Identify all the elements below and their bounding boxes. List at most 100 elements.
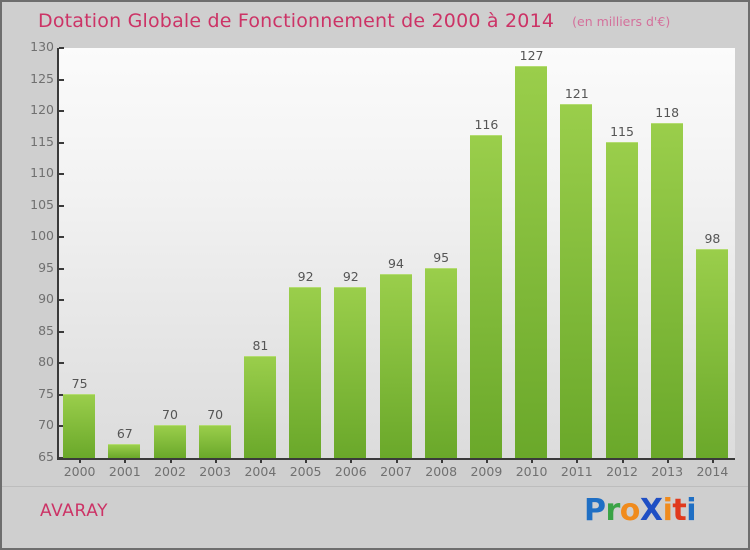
y-axis-tick-mark xyxy=(59,173,64,176)
y-axis-tick-mark xyxy=(59,267,64,270)
brand-letter: r xyxy=(605,493,621,528)
bar-group[interactable]: 127 xyxy=(510,48,553,458)
y-axis-tick-mark xyxy=(59,299,64,302)
bar-value-label: 81 xyxy=(252,338,269,354)
y-axis-tick-label: 80 xyxy=(38,354,54,370)
bar-value-label: 98 xyxy=(704,230,721,246)
proxiti-logo[interactable]: ProXiti xyxy=(584,493,696,528)
x-axis-tick-label: 2009 xyxy=(470,464,503,479)
bar-group[interactable]: 98 xyxy=(691,48,734,458)
bar[interactable] xyxy=(695,248,728,458)
x-axis-tick-label: 2000 xyxy=(63,464,96,479)
x-axis-tick-mark xyxy=(666,458,669,463)
bar-group[interactable]: 92 xyxy=(284,48,327,458)
x-axis-tick-label: 2010 xyxy=(515,464,548,479)
bar-group[interactable]: 92 xyxy=(329,48,372,458)
y-axis-tick-label: 70 xyxy=(38,417,54,433)
y-axis-tick-label: 120 xyxy=(30,102,54,118)
y-axis-tick-mark xyxy=(59,362,64,365)
x-axis-tick-label: 2013 xyxy=(651,464,684,479)
bar-group[interactable]: 67 xyxy=(103,48,146,458)
y-axis-tick-mark xyxy=(59,204,64,207)
x-axis-tick-mark xyxy=(711,458,714,463)
bar[interactable] xyxy=(605,141,638,458)
bar-value-label: 115 xyxy=(610,123,634,139)
bar[interactable] xyxy=(153,425,186,458)
x-axis-tick-label: 2008 xyxy=(425,464,458,479)
chart-subtitle: (en milliers d'€) xyxy=(572,13,671,29)
bar[interactable] xyxy=(289,286,322,458)
bar-group[interactable]: 94 xyxy=(375,48,418,458)
y-axis-tick-mark xyxy=(59,236,64,239)
bar-group[interactable]: 115 xyxy=(601,48,644,458)
x-axis-tick-mark xyxy=(395,458,398,463)
chart-footer: AVARAY ProXiti xyxy=(2,487,748,548)
y-axis-tick-mark xyxy=(59,457,64,459)
brand-letter: i xyxy=(686,493,696,528)
bar-group[interactable]: 118 xyxy=(646,48,689,458)
bar-value-label: 95 xyxy=(433,249,450,265)
bar-value-label: 121 xyxy=(564,85,589,101)
x-axis-tick-mark xyxy=(485,458,488,463)
bar[interactable] xyxy=(108,444,141,458)
x-axis-tick-label: 2006 xyxy=(334,464,367,479)
x-axis-tick-mark xyxy=(440,458,443,463)
bars-layer: 75 67 70 70 81 92 92 94 95 116 127 121 115 118 98 xyxy=(57,48,735,458)
x-axis-tick-mark xyxy=(169,458,172,463)
x-axis-tick-mark xyxy=(124,458,127,463)
x-axis-tick-mark xyxy=(621,458,624,463)
bar-value-label: 92 xyxy=(342,268,359,284)
bar-group[interactable]: 70 xyxy=(194,48,237,458)
x-axis-tick-mark xyxy=(214,458,217,463)
bar[interactable] xyxy=(469,135,502,458)
page-title: Dotation Globale de Fonctionnement de 20… xyxy=(38,10,555,32)
x-axis-tick-mark xyxy=(531,458,534,463)
x-axis-tick-label: 2002 xyxy=(154,464,186,479)
location-label: AVARAY xyxy=(40,501,109,521)
bar[interactable] xyxy=(379,274,412,458)
bar-value-label: 70 xyxy=(162,407,178,423)
brand-letter: i xyxy=(662,493,673,528)
y-axis-tick-label: 75 xyxy=(38,385,54,401)
y-axis-tick-label: 90 xyxy=(38,291,54,307)
y-axis-tick-mark xyxy=(59,330,64,333)
x-axis-tick-label: 2012 xyxy=(606,464,638,479)
bar-value-label: 118 xyxy=(655,104,680,120)
bar[interactable] xyxy=(515,65,548,458)
bar[interactable] xyxy=(334,286,367,458)
bar-value-label: 67 xyxy=(116,426,133,442)
x-axis-tick-label: 2003 xyxy=(199,464,232,479)
bar-group[interactable]: 121 xyxy=(555,48,598,458)
x-axis-tick-label: 2011 xyxy=(560,464,593,479)
bar[interactable] xyxy=(650,122,683,458)
bar-group[interactable]: 70 xyxy=(149,48,192,458)
x-axis-tick-mark xyxy=(350,458,353,463)
bar[interactable] xyxy=(243,356,276,458)
bar[interactable] xyxy=(198,425,231,458)
x-axis-tick-label: 2007 xyxy=(380,464,412,479)
x-axis-tick-mark xyxy=(259,458,262,463)
x-axis-tick-label: 2005 xyxy=(289,464,322,479)
bar-value-label: 92 xyxy=(297,268,314,284)
y-axis-tick-mark xyxy=(59,425,64,428)
y-axis-tick-label: 125 xyxy=(30,70,54,86)
bar-value-label: 75 xyxy=(71,375,88,391)
bar-group[interactable]: 81 xyxy=(239,48,282,458)
bar[interactable] xyxy=(63,393,96,458)
bar-group[interactable]: 116 xyxy=(465,48,508,458)
x-axis-tick-mark xyxy=(576,458,579,463)
bar-group[interactable]: 75 xyxy=(58,48,101,458)
x-axis-tick-label: 2001 xyxy=(108,464,141,479)
brand-letter: X xyxy=(639,493,663,528)
bar[interactable] xyxy=(560,103,593,458)
x-axis-tick-mark xyxy=(305,458,308,463)
bar-group[interactable]: 95 xyxy=(420,48,463,458)
bar-value-label: 127 xyxy=(519,47,544,63)
bar[interactable] xyxy=(424,267,457,458)
brand-letter: P xyxy=(584,493,606,528)
y-axis-tick-mark xyxy=(59,393,64,396)
y-axis-tick-mark xyxy=(59,141,64,144)
bar-value-label: 70 xyxy=(207,407,224,423)
bar-value-label: 116 xyxy=(474,117,499,133)
